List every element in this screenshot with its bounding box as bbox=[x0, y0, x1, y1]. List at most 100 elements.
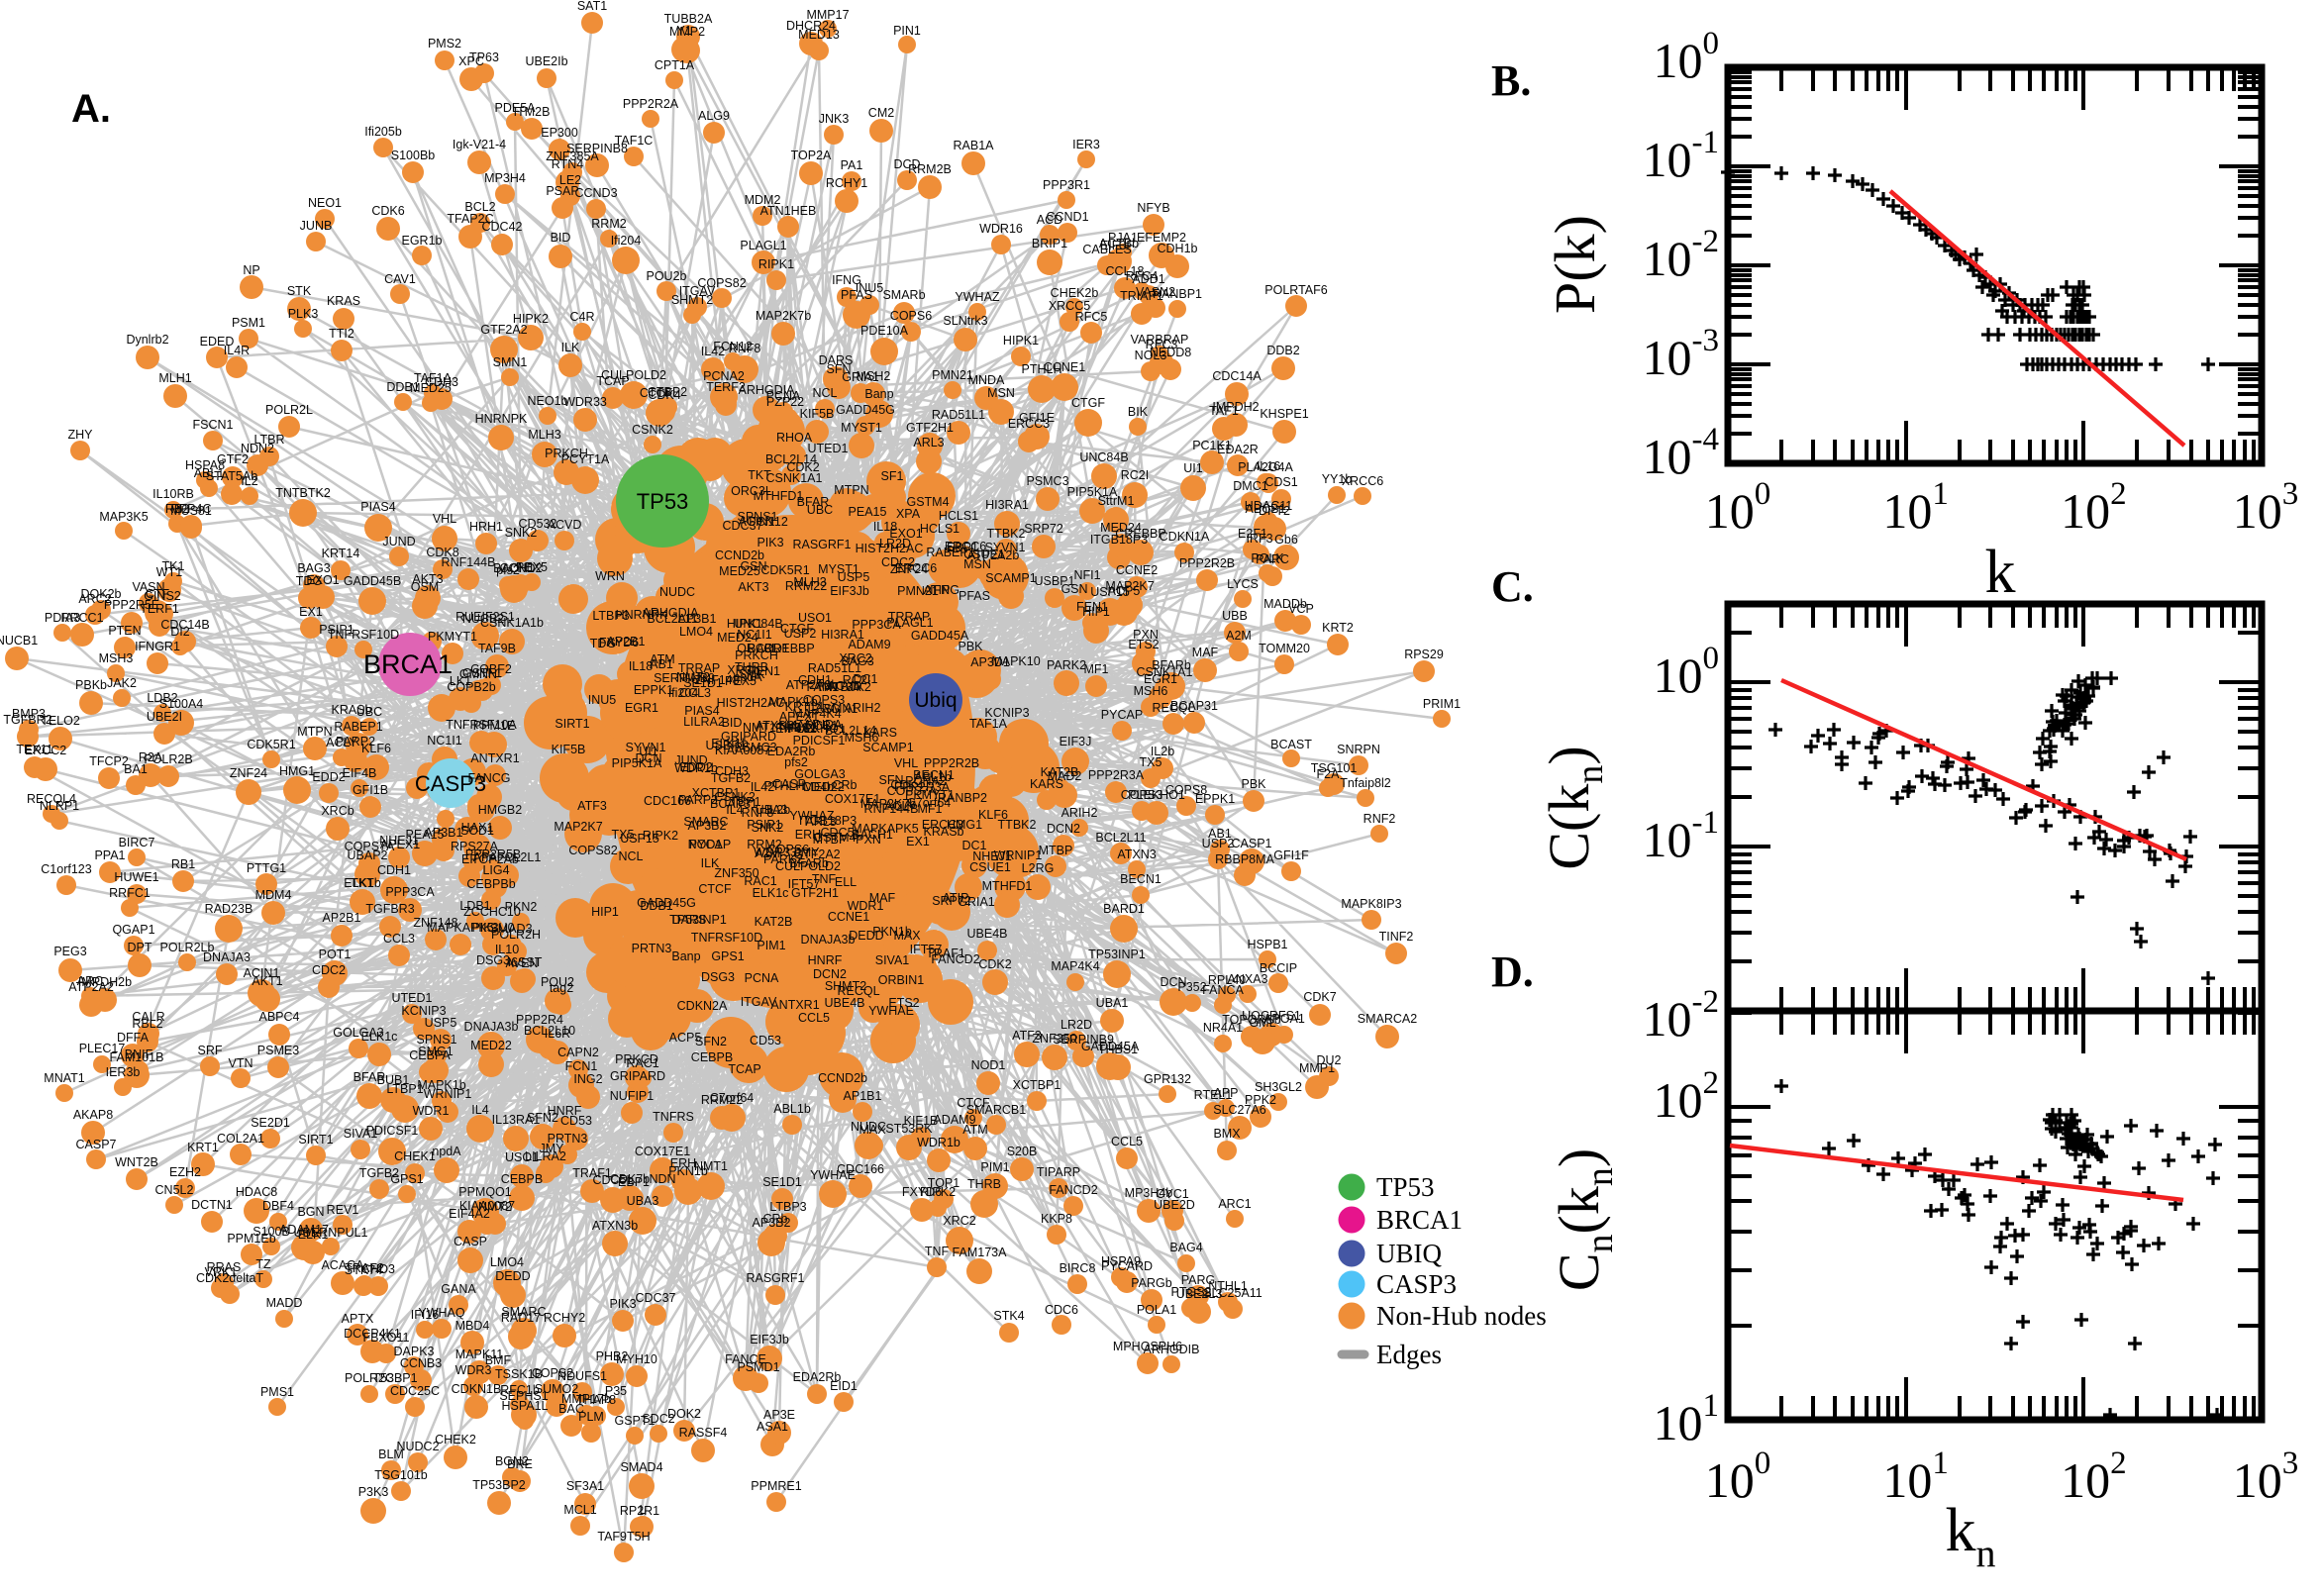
svg-text:RP2R1: RP2R1 bbox=[620, 1504, 659, 1518]
svg-text:CSNK2: CSNK2 bbox=[632, 423, 673, 437]
svg-text:EIF4A2: EIF4A2 bbox=[775, 722, 817, 736]
svg-text:PEA15: PEA15 bbox=[849, 505, 887, 519]
svg-text:SNK2: SNK2 bbox=[505, 526, 538, 540]
svg-text:CDC2: CDC2 bbox=[312, 963, 346, 977]
svg-text:MDM2: MDM2 bbox=[745, 193, 781, 207]
svg-text:L2RG: L2RG bbox=[1022, 861, 1055, 875]
svg-text:P(k): P(k) bbox=[1543, 215, 1607, 314]
svg-text:NOL3: NOL3 bbox=[1135, 349, 1167, 362]
svg-text:KRAS: KRAS bbox=[327, 294, 360, 308]
svg-text:TKT: TKT bbox=[351, 876, 374, 890]
svg-text:PCNA: PCNA bbox=[745, 971, 779, 985]
svg-text:EX1: EX1 bbox=[299, 605, 323, 619]
svg-text:CCNE2: CCNE2 bbox=[1116, 563, 1158, 577]
svg-text:TGFB2: TGFB2 bbox=[711, 771, 751, 785]
svg-text:EDA2Rb: EDA2Rb bbox=[793, 1370, 842, 1384]
svg-text:IFNG: IFNG bbox=[832, 273, 861, 287]
svg-text:AP3D1: AP3D1 bbox=[970, 655, 1010, 669]
svg-text:TX5: TX5 bbox=[612, 828, 635, 842]
svg-text:MED22: MED22 bbox=[470, 1039, 512, 1052]
svg-text:PBK: PBK bbox=[958, 640, 983, 653]
svg-text:CDK4: CDK4 bbox=[648, 388, 680, 402]
svg-text:EIF3Jb: EIF3Jb bbox=[830, 584, 869, 598]
svg-text:RC2I: RC2I bbox=[843, 673, 870, 687]
svg-text:KIAA0087: KIAA0087 bbox=[715, 744, 770, 757]
svg-text:BFAR: BFAR bbox=[354, 1070, 386, 1084]
svg-text:CASP: CASP bbox=[454, 1235, 487, 1248]
svg-text:WDR1: WDR1 bbox=[413, 1104, 450, 1118]
svg-text:EPPK1: EPPK1 bbox=[1195, 792, 1235, 806]
svg-text:ERCC3: ERCC3 bbox=[922, 818, 963, 832]
svg-text:UBA3: UBA3 bbox=[627, 1194, 659, 1208]
svg-text:MF1: MF1 bbox=[918, 802, 943, 816]
svg-text:CEBPA: CEBPA bbox=[409, 1048, 451, 1062]
svg-text:ATIP: ATIP bbox=[943, 891, 969, 905]
svg-text:R2A: R2A bbox=[139, 750, 163, 764]
svg-text:RTN4: RTN4 bbox=[552, 157, 583, 171]
svg-text:INU5: INU5 bbox=[856, 281, 884, 295]
svg-text:Banp: Banp bbox=[864, 387, 893, 401]
svg-text:MAPK8IP3: MAPK8IP3 bbox=[1341, 897, 1401, 911]
svg-text:npdA: npdA bbox=[733, 670, 762, 684]
svg-text:PPMRE1: PPMRE1 bbox=[751, 1479, 801, 1493]
svg-text:CRb: CRb bbox=[762, 1212, 787, 1226]
svg-text:IFT57: IFT57 bbox=[910, 943, 943, 956]
svg-text:Banp: Banp bbox=[671, 949, 700, 963]
svg-text:PIP5K1A: PIP5K1A bbox=[1067, 485, 1118, 499]
svg-text:IFNGR1: IFNGR1 bbox=[135, 640, 180, 653]
svg-text:JUND: JUND bbox=[382, 535, 415, 549]
svg-text:ELK1: ELK1 bbox=[298, 1228, 329, 1242]
svg-text:ASA1: ASA1 bbox=[757, 1420, 788, 1434]
svg-text:CSNK2: CSNK2 bbox=[714, 790, 756, 804]
svg-text:USP5: USP5 bbox=[425, 1016, 457, 1030]
svg-text:THBS1: THBS1 bbox=[777, 721, 817, 735]
svg-text:PPP3CA: PPP3CA bbox=[852, 618, 901, 632]
svg-text:EZH2: EZH2 bbox=[169, 1165, 201, 1179]
svg-text:DU2: DU2 bbox=[1316, 1053, 1341, 1067]
svg-text:CCND3: CCND3 bbox=[574, 186, 617, 200]
svg-text:COL2A1: COL2A1 bbox=[217, 1132, 264, 1146]
svg-text:VTN: VTN bbox=[229, 1056, 253, 1070]
svg-text:CASP7: CASP7 bbox=[76, 1138, 117, 1151]
svg-text:ARHGDIB: ARHGDIB bbox=[1144, 1343, 1200, 1356]
svg-text:WDR33: WDR33 bbox=[754, 846, 797, 859]
svg-text:ORC3L: ORC3L bbox=[737, 642, 778, 655]
svg-text:RAD51L1: RAD51L1 bbox=[932, 408, 985, 422]
svg-text:ELK1b: ELK1b bbox=[711, 737, 749, 750]
svg-text:GTF2H1: GTF2H1 bbox=[791, 886, 839, 900]
svg-text:UI1: UI1 bbox=[639, 745, 658, 758]
svg-text:S20B: S20B bbox=[1007, 1145, 1038, 1158]
svg-text:KAT2B: KAT2B bbox=[755, 915, 793, 929]
svg-text:S100B: S100B bbox=[252, 1225, 290, 1239]
svg-text:HIPK2: HIPK2 bbox=[513, 312, 549, 326]
svg-text:CDH3: CDH3 bbox=[715, 764, 749, 778]
svg-text:RECQL: RECQL bbox=[837, 984, 879, 998]
svg-text:tag2: tag2 bbox=[550, 981, 573, 995]
svg-text:WDR33: WDR33 bbox=[563, 395, 607, 409]
svg-text:HIPK1: HIPK1 bbox=[727, 617, 762, 631]
svg-text:SLC25A11: SLC25A11 bbox=[1203, 1286, 1262, 1300]
svg-text:FAM173A: FAM173A bbox=[807, 680, 862, 694]
svg-text:TELO2: TELO2 bbox=[41, 714, 80, 728]
svg-text:MLH3: MLH3 bbox=[793, 575, 826, 589]
svg-text:MUS81: MUS81 bbox=[170, 504, 212, 518]
svg-text:PLK3: PLK3 bbox=[288, 307, 319, 321]
svg-text:Tnfaip8l2: Tnfaip8l2 bbox=[1340, 776, 1390, 790]
svg-text:NMT2: NMT2 bbox=[676, 670, 710, 684]
svg-text:IL2: IL2 bbox=[241, 474, 257, 488]
svg-text:PPK2: PPK2 bbox=[1245, 1093, 1276, 1107]
svg-text:IFNG: IFNG bbox=[930, 583, 960, 597]
svg-text:MSH6: MSH6 bbox=[845, 731, 879, 745]
svg-text:TERF2: TERF2 bbox=[706, 380, 746, 394]
svg-text:EIF4A2: EIF4A2 bbox=[449, 1207, 490, 1221]
svg-text:EP300: EP300 bbox=[541, 126, 578, 140]
svg-text:MED22: MED22 bbox=[803, 780, 845, 794]
svg-text:RRM22: RRM22 bbox=[701, 1093, 743, 1107]
svg-text:NMT1: NMT1 bbox=[743, 721, 776, 735]
svg-text:BRCA1: BRCA1 bbox=[1376, 1205, 1463, 1235]
svg-text:STK74: STK74 bbox=[345, 1263, 382, 1277]
svg-text:C7orf64: C7orf64 bbox=[907, 796, 952, 810]
svg-text:ERH: ERH bbox=[795, 828, 821, 842]
svg-text:FANCG: FANCG bbox=[467, 771, 510, 785]
svg-text:DDB2: DDB2 bbox=[1266, 344, 1299, 357]
